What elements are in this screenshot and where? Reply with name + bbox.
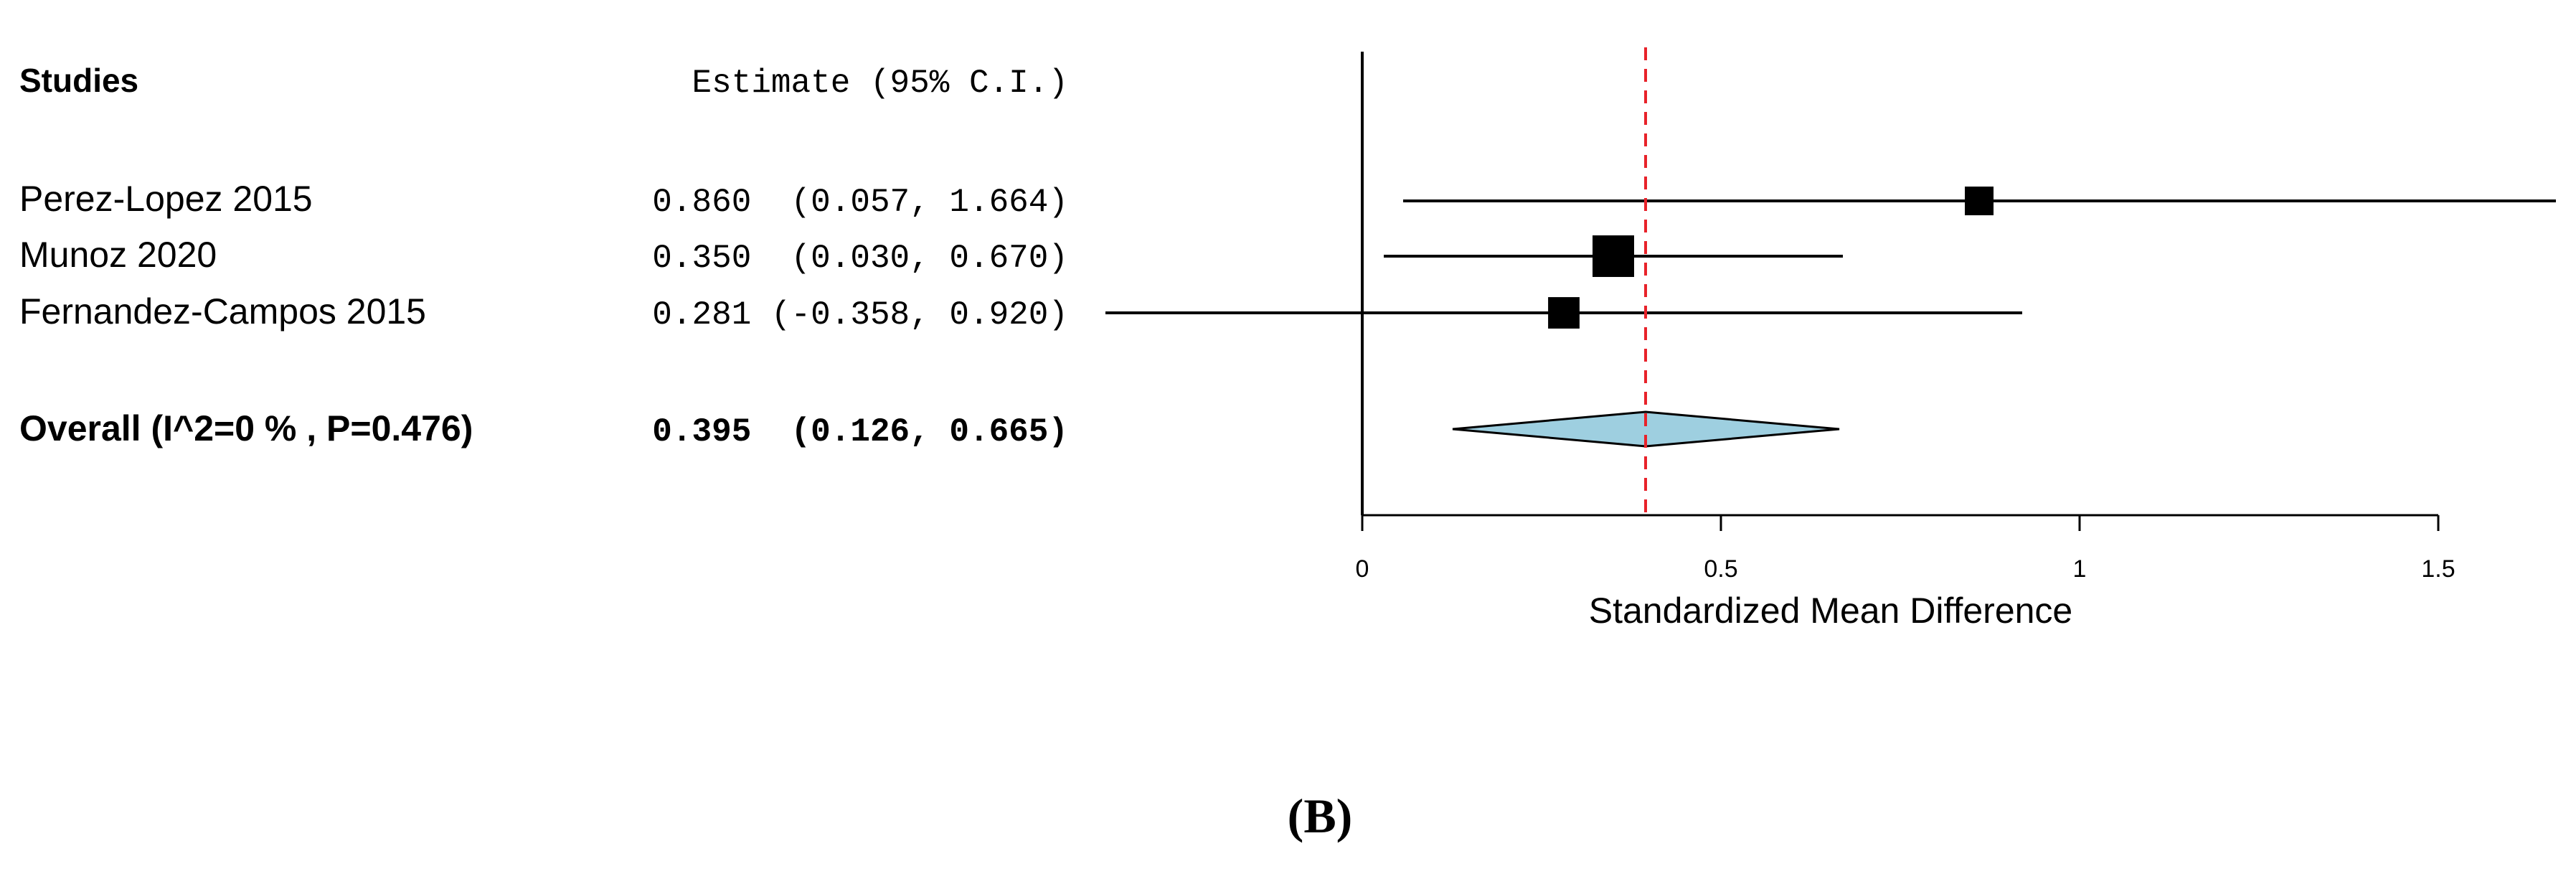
x-tick-label: 1: [2073, 555, 2087, 583]
study-estimate-ci: 0.350 (0.030, 0.670): [652, 240, 1068, 277]
study-estimate-ci: 0.281 (-0.358, 0.920): [652, 296, 1068, 334]
x-tick-label: 1.5: [2421, 555, 2455, 583]
x-tick-label: 0.5: [1704, 555, 1737, 583]
studies-header: Studies: [19, 62, 138, 99]
x-axis-title: Standardized Mean Difference: [1589, 591, 2073, 631]
study-label: Fernandez-Campos 2015: [19, 291, 426, 332]
overall-estimate-ci: 0.395 (0.126, 0.665): [652, 413, 1068, 451]
study-estimate-marker: [1965, 187, 1994, 215]
study-rows: Perez-Lopez 2015 0.860 (0.057, 1.664) Mu…: [19, 179, 1068, 451]
estimate-header: Estimate (95% C.I.): [692, 65, 1069, 102]
plot-area: 0 0.5 1 1.5 Standardized Mean Difference: [1105, 47, 2556, 631]
table-header: Studies Estimate (95% C.I.): [19, 62, 1068, 102]
study-estimate-marker: [1593, 235, 1634, 277]
study-estimate-ci: 0.860 (0.057, 1.664): [652, 184, 1068, 221]
overall-label: Overall (I^2=0 % , P=0.476): [19, 408, 473, 448]
panel-caption: (B): [1288, 789, 1353, 843]
study-estimate-marker: [1548, 297, 1580, 329]
study-label: Munoz 2020: [19, 235, 217, 275]
study-label: Perez-Lopez 2015: [19, 179, 313, 219]
overall-diamond: [1452, 410, 1840, 448]
x-tick-label: 0: [1356, 555, 1369, 583]
